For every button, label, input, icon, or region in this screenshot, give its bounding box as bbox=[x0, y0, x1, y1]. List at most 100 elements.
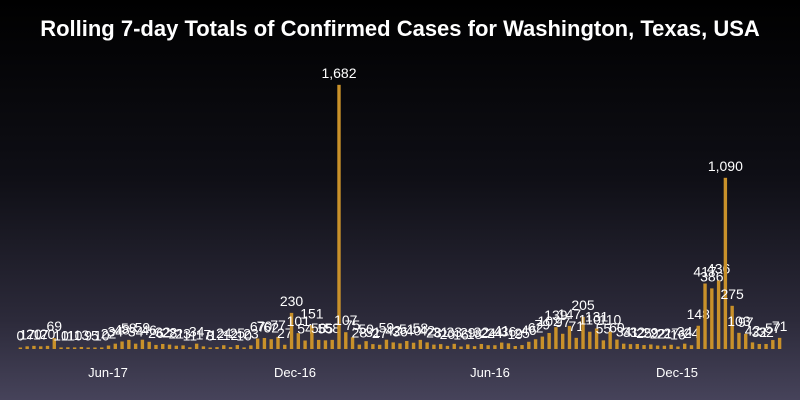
data-label: 25 bbox=[514, 325, 530, 341]
bar bbox=[262, 338, 267, 349]
data-label: 28 bbox=[352, 325, 368, 341]
bar bbox=[18, 347, 23, 349]
data-label: 10 bbox=[236, 327, 252, 343]
bar bbox=[445, 345, 450, 349]
bar bbox=[398, 343, 402, 349]
data-label: 42 bbox=[745, 322, 761, 338]
bar bbox=[39, 346, 43, 349]
bar bbox=[703, 283, 707, 349]
bar bbox=[255, 338, 260, 349]
data-label: 36 bbox=[501, 323, 517, 339]
data-label: 79 bbox=[535, 317, 551, 333]
bar bbox=[547, 332, 551, 349]
bar bbox=[472, 346, 477, 349]
data-label: 51 bbox=[399, 321, 415, 337]
bar bbox=[628, 344, 633, 349]
data-label: 57 bbox=[765, 320, 781, 336]
data-label: 97 bbox=[555, 314, 571, 330]
chart-title: Rolling 7-day Totals of Confirmed Cases … bbox=[40, 16, 760, 41]
bar bbox=[466, 344, 470, 349]
bar bbox=[567, 325, 572, 349]
bar bbox=[533, 339, 538, 349]
bar bbox=[194, 343, 199, 349]
bar bbox=[208, 347, 212, 349]
bar bbox=[330, 339, 334, 349]
bar bbox=[737, 332, 741, 349]
bar bbox=[86, 347, 90, 349]
bar bbox=[710, 288, 714, 349]
data-label: 55 bbox=[318, 320, 334, 336]
bar bbox=[520, 345, 524, 349]
data-label: 20 bbox=[40, 326, 56, 342]
data-label: 32 bbox=[629, 324, 645, 340]
data-label: 147 bbox=[558, 306, 582, 322]
data-label: 75 bbox=[345, 317, 361, 333]
data-label: 24 bbox=[216, 325, 232, 341]
bar bbox=[479, 343, 484, 349]
bar bbox=[655, 345, 660, 349]
bar bbox=[377, 344, 382, 349]
data-label: 36 bbox=[392, 323, 408, 339]
bar bbox=[364, 341, 368, 349]
data-label: 27 bbox=[277, 325, 293, 341]
data-label: 71 bbox=[772, 318, 788, 334]
data-label: 21 bbox=[169, 326, 185, 342]
data-label: 21 bbox=[657, 326, 673, 342]
data-label: 101 bbox=[287, 313, 311, 329]
data-label: 58 bbox=[413, 320, 429, 336]
data-label: 10 bbox=[67, 327, 83, 343]
bar bbox=[161, 343, 165, 349]
data-label: 131 bbox=[585, 308, 609, 324]
data-label: 24 bbox=[684, 325, 700, 341]
bar bbox=[676, 346, 680, 349]
data-label: 97 bbox=[738, 314, 754, 330]
data-label: 9 bbox=[84, 328, 92, 344]
data-label: 13 bbox=[74, 327, 90, 343]
bar bbox=[527, 341, 531, 349]
data-label: 103 bbox=[727, 313, 751, 329]
bar bbox=[228, 347, 233, 349]
bar bbox=[45, 345, 50, 349]
data-label: 32 bbox=[751, 324, 767, 340]
bar bbox=[120, 341, 124, 349]
data-label: 33 bbox=[446, 324, 462, 340]
bar bbox=[764, 343, 768, 349]
bar bbox=[133, 343, 138, 349]
data-label: 12 bbox=[223, 327, 239, 343]
data-label: 107 bbox=[334, 312, 358, 328]
bar bbox=[242, 347, 246, 349]
data-label: 58 bbox=[311, 320, 327, 336]
bar bbox=[777, 337, 782, 349]
bar bbox=[25, 346, 29, 349]
data-label: 1,682 bbox=[321, 65, 356, 81]
data-label: 8 bbox=[206, 328, 214, 344]
bar bbox=[127, 339, 131, 349]
bar bbox=[540, 336, 545, 349]
data-label: 31 bbox=[623, 324, 639, 340]
data-label: 55 bbox=[596, 320, 612, 336]
bar bbox=[594, 328, 599, 349]
data-label: 24 bbox=[480, 325, 496, 341]
data-label: 110 bbox=[579, 312, 602, 328]
data-label: 11 bbox=[183, 327, 198, 343]
bar bbox=[405, 340, 409, 349]
data-label: 34 bbox=[677, 324, 693, 340]
data-label: 27 bbox=[663, 325, 679, 341]
bar bbox=[662, 345, 667, 349]
data-label: 275 bbox=[720, 286, 744, 302]
data-label: 17 bbox=[196, 326, 212, 342]
bar bbox=[79, 346, 84, 349]
bar bbox=[391, 342, 395, 349]
bar bbox=[337, 84, 341, 349]
data-label: 32 bbox=[155, 324, 171, 340]
data-label: 48 bbox=[114, 321, 130, 337]
data-label: 46 bbox=[521, 322, 537, 338]
bar bbox=[588, 331, 592, 349]
bar bbox=[744, 333, 748, 349]
bar bbox=[649, 344, 653, 349]
data-label: 151 bbox=[300, 305, 324, 321]
bar bbox=[554, 327, 558, 349]
data-label: 34 bbox=[189, 324, 205, 340]
data-label: 77 bbox=[270, 317, 286, 333]
